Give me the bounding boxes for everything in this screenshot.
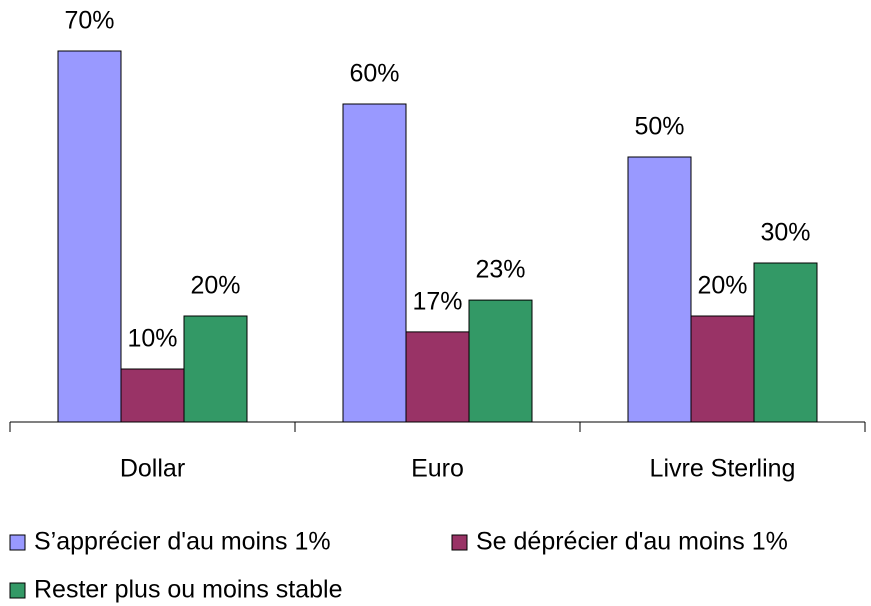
bar [120,368,185,423]
data-label: 70% [64,7,114,35]
bar [627,156,692,423]
data-label: 17% [412,288,462,316]
bar [57,50,122,423]
bar [468,299,533,423]
x-tick-label: Livre Sterling [650,455,796,483]
legend-swatch [451,534,468,551]
legend-label: Rester plus ou moins stable [34,576,342,604]
bar [405,331,470,423]
bar [183,315,248,423]
data-label: 10% [127,325,177,353]
legend-label: Se déprécier d'au moins 1% [476,528,788,556]
x-tick-label: Dollar [120,455,185,483]
data-label: 50% [634,113,684,141]
bar [342,103,407,423]
legend-swatch [9,534,26,551]
data-label: 20% [190,272,240,300]
bar [690,315,755,423]
data-label: 20% [697,272,747,300]
legend-label: S’apprécier d'au moins 1% [34,528,331,556]
data-label: 60% [349,60,399,88]
bar [753,262,818,423]
data-label: 23% [475,256,525,284]
data-label: 30% [760,219,810,247]
legend-swatch [9,582,26,599]
x-tick-label: Euro [411,455,464,483]
